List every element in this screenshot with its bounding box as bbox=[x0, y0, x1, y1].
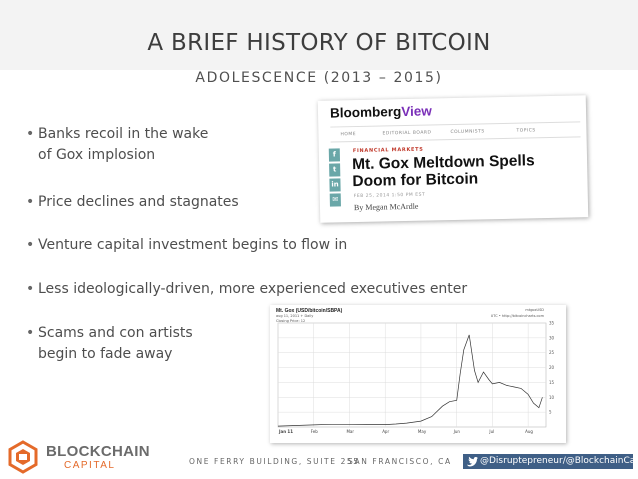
chart-title: Mt. Gox (USD/bitcoin/SBPA) bbox=[276, 308, 343, 314]
blockchain-capital-logo-icon bbox=[8, 440, 38, 474]
bullet-dot-icon: • bbox=[26, 237, 35, 253]
bullet-dot-icon: • bbox=[26, 126, 35, 142]
chart-x-tick-label: Apr bbox=[382, 429, 389, 434]
bloomberg-view-logo: BloombergView bbox=[329, 103, 432, 121]
blockchain-capital-logo: BLOCKCHAIN CAPITAL bbox=[6, 440, 156, 474]
bullet-text: Scams and con artists bbox=[38, 325, 193, 341]
chart-y-tick-label: 10 bbox=[549, 395, 555, 400]
slide-subtitle: ADOLESCENCE (2013 – 2015) bbox=[195, 70, 443, 86]
bullet-text: Less ideologically-driven, more experien… bbox=[38, 281, 468, 297]
bullet-text: begin to fade away bbox=[38, 346, 173, 362]
bullet-text: Price declines and stagnates bbox=[38, 194, 239, 210]
bullet-item: • Scams and con artists begin to fade aw… bbox=[26, 323, 193, 365]
chart-source-url: UTC • http://bitcoincharts.com bbox=[490, 314, 544, 318]
bullet-dot-icon: • bbox=[26, 325, 35, 341]
email-icon: ✉ bbox=[329, 193, 341, 207]
bloomberg-nav-item: TOPICS bbox=[516, 128, 536, 134]
chart-y-tick-label: 15 bbox=[549, 380, 555, 385]
twitter-handle-bar: @Disruptepreneur/@BlockchainCap bbox=[463, 454, 633, 469]
bullet-item: • Less ideologically-driven, more experi… bbox=[26, 279, 468, 300]
bullet-item: • Venture capital investment begins to f… bbox=[26, 235, 348, 256]
twitter-icon: t bbox=[329, 163, 341, 177]
article-byline: By Megan McArdle bbox=[353, 201, 419, 213]
footer-city: SAN FRANCISCO, CA bbox=[348, 457, 452, 466]
chart-x-tick-label: Jan 11 bbox=[278, 429, 293, 434]
chart-y-tick-label: 5 bbox=[549, 410, 552, 415]
linkedin-icon: in bbox=[329, 178, 341, 192]
chart-x-tick-label: Mar bbox=[346, 429, 354, 434]
chart-x-tick-label: Jul bbox=[488, 429, 494, 434]
article-headline: Mt. Gox Meltdown Spells Doom for Bitcoin bbox=[351, 152, 535, 191]
logo-wordmark: BLOCKCHAIN bbox=[46, 443, 150, 460]
twitter-handle-text: @Disruptepreneur/@BlockchainCap bbox=[480, 456, 633, 466]
bloomberg-nav-bar: HOME EDITORIAL BOARD COLUMNISTS TOPICS bbox=[330, 121, 581, 143]
bloomberg-social-bar: f t in ✉ bbox=[328, 148, 341, 216]
chart-y-tick-label: 30 bbox=[549, 335, 555, 340]
facebook-icon: f bbox=[328, 148, 341, 162]
bloomberg-nav-item: EDITORIAL BOARD bbox=[382, 130, 432, 137]
bloomberg-article-clipping: BloombergView HOME EDITORIAL BOARD COLUM… bbox=[317, 95, 589, 223]
header-band bbox=[0, 0, 638, 70]
bloomberg-nav-item: HOME bbox=[340, 132, 357, 138]
chart-x-tick-label: Jun bbox=[453, 429, 461, 434]
chart-y-tick-label: 25 bbox=[549, 350, 555, 355]
chart-legend: Closing Price: 12 bbox=[276, 319, 306, 323]
twitter-bird-icon bbox=[467, 456, 478, 467]
bloomberg-nav-item: COLUMNISTS bbox=[450, 129, 485, 136]
chart-info: aug 11, 2011 + Daily bbox=[276, 314, 314, 318]
chart-y-tick-label: 20 bbox=[549, 365, 555, 370]
bullet-item: • Price declines and stagnates bbox=[26, 192, 239, 213]
article-kicker: FINANCIAL MARKETS bbox=[352, 146, 424, 155]
chart-plot-area bbox=[277, 322, 547, 428]
chart-x-tick-label: Feb bbox=[311, 429, 319, 434]
bullet-text: Banks recoil in the wake bbox=[38, 126, 209, 142]
logo-submark: CAPITAL bbox=[64, 460, 116, 471]
bullet-dot-icon: • bbox=[26, 281, 35, 297]
chart-series-line bbox=[277, 334, 543, 427]
slide-title: A BRIEF HISTORY OF BITCOIN bbox=[147, 30, 491, 56]
footer-address: ONE FERRY BUILDING, SUITE 255 bbox=[189, 457, 360, 466]
price-chart-svg: 5 10 15 20 25 30 35 Jan 11 Feb Mar Apr May Jun Jul Aug bbox=[277, 321, 555, 434]
bullet-dot-icon: • bbox=[26, 194, 35, 210]
article-date: FEB 25, 2014 1:50 PM EST bbox=[353, 192, 426, 200]
bullet-text: Venture capital investment begins to flo… bbox=[38, 237, 348, 253]
chart-x-tick-label: Aug bbox=[525, 429, 533, 434]
price-chart: 5 10 15 20 25 30 35 Jan 11 Feb Mar Apr May Jun Jul Aug… bbox=[270, 305, 566, 443]
bullet-item: • Banks recoil in the wake of Gox implos… bbox=[26, 124, 209, 166]
chart-x-tick-label: May bbox=[418, 429, 427, 434]
chart-source-label: mtgoxUSD bbox=[525, 308, 544, 312]
bullet-text: of Gox implosion bbox=[38, 147, 156, 163]
chart-y-tick-label: 35 bbox=[549, 321, 555, 326]
